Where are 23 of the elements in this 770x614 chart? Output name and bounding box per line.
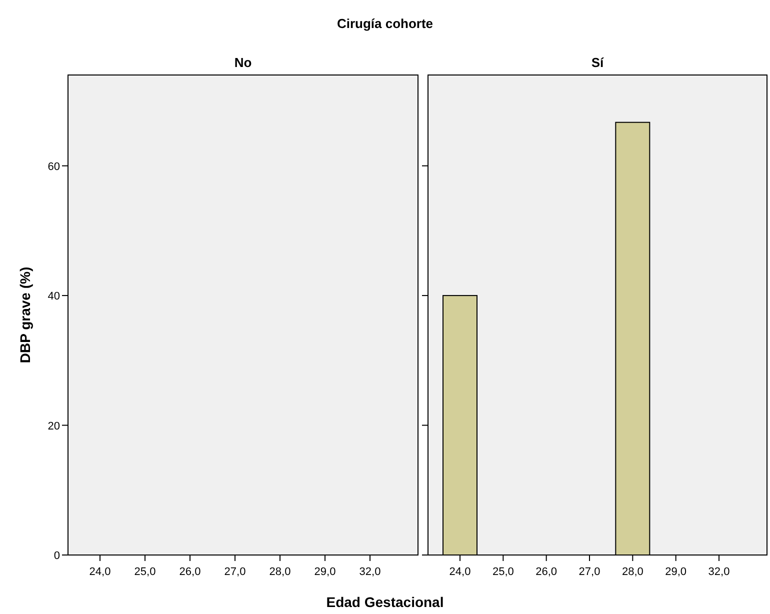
y-tick-label: 20	[48, 420, 60, 432]
x-tick-label: 32,0	[359, 566, 381, 578]
x-tick-label: 29,0	[665, 566, 687, 578]
y-tick-label: 40	[48, 290, 60, 303]
x-tick-label: 25,0	[134, 566, 156, 578]
x-tick-label: 27,0	[224, 566, 246, 578]
y-tick-label: 0	[54, 550, 60, 562]
x-tick-label: 24,0	[89, 566, 111, 578]
x-axis-title: Edad Gestacional	[326, 594, 444, 610]
x-tick-label: 32,0	[708, 566, 730, 578]
x-tick-label: 24,0	[449, 566, 471, 578]
x-tick-label: 26,0	[536, 566, 558, 578]
x-tick-label: 28,0	[269, 566, 291, 578]
chart-subtitle: Sí	[591, 55, 604, 70]
chart-title: Cirugía cohorte	[336, 16, 434, 31]
x-tick-label: 28,0	[622, 566, 644, 578]
y-axis-title: DBP grave (%)	[17, 266, 33, 364]
x-tick-label: 29,0	[314, 566, 336, 578]
x-tick-label: 27,0	[578, 566, 600, 578]
x-tick-label: 26,0	[179, 566, 201, 578]
y-tick-label: 60	[48, 160, 60, 173]
chart-subtitle: No	[234, 55, 252, 70]
x-tick-label: 25,0	[492, 566, 514, 578]
